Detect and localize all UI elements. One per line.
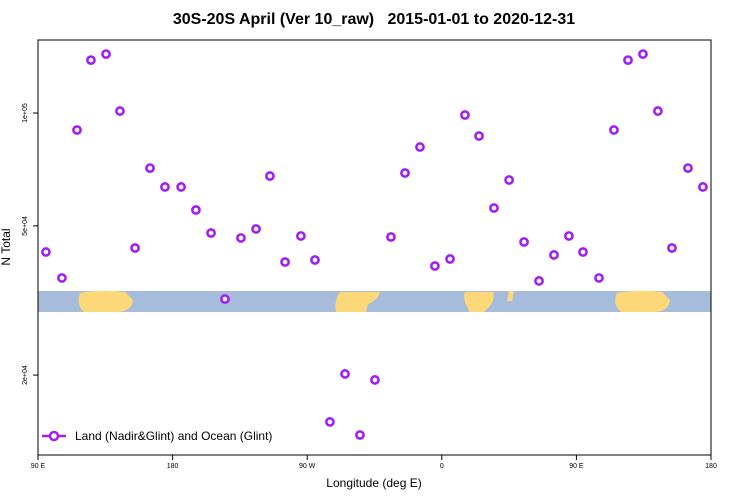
point [534,276,544,286]
point [176,182,187,192]
point [355,430,365,440]
point [251,224,261,234]
point [609,125,619,135]
point [460,110,470,120]
y-tick-label: 1e+05 [22,103,29,123]
point [623,55,633,66]
point [489,203,499,213]
point [160,182,170,192]
point [86,55,96,66]
point [638,49,648,60]
point [667,243,677,253]
point [474,131,484,141]
point [265,171,275,181]
point [519,237,529,247]
point [564,231,574,241]
y-axis-label: N Total [0,228,13,265]
point [430,261,440,271]
point [41,247,51,257]
point [400,168,410,178]
x-tick-label: 90 W [299,463,316,470]
point [280,257,290,267]
point [415,142,425,152]
x-tick-label: 180 [167,463,179,470]
plot-frame [37,39,712,456]
legend-label: Land (Nadir&Glint) and Ocean (Glint) [75,429,272,443]
point [698,182,708,192]
point [340,369,350,379]
x-tick-label: 0 [440,463,444,470]
point [57,273,67,283]
y-tick-label: 5e+04 [22,216,29,236]
point [370,375,380,385]
point [445,254,455,264]
map-strip [38,290,711,312]
point [115,106,125,116]
point [549,250,559,260]
point [325,416,335,427]
point [236,233,246,243]
point [578,247,588,257]
point [504,175,514,185]
point [594,273,604,283]
y-tick-label: 2e+04 [22,365,29,385]
point [72,125,82,135]
point [310,255,320,265]
point [386,232,396,242]
point [220,294,230,304]
point [206,228,216,238]
x-axis-label: Longitude (deg E) [326,476,421,490]
chart-title: 30S-20S April (Ver 10_raw) 2015-01-01 to… [173,11,575,28]
point [101,49,111,60]
point [296,231,306,241]
point [683,163,693,173]
point [191,205,201,215]
x-tick-label: 90 E [569,463,584,470]
point [145,163,155,173]
x-tick-label: 180 [705,463,717,470]
legend-marker [48,430,60,442]
point [130,243,140,253]
legend: Land (Nadir&Glint) and Ocean (Glint) [42,429,272,443]
point [653,106,663,116]
x-tick-label: 90 E [31,463,46,470]
